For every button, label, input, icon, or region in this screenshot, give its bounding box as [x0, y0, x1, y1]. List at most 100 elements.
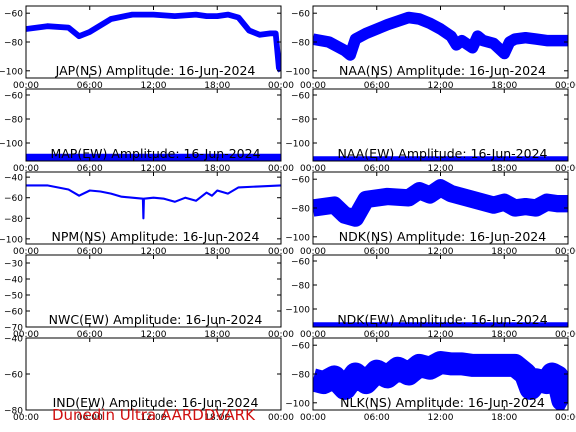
x-tick-label: 12:00 [428, 247, 454, 257]
x-tick-label: 06:00 [364, 413, 390, 423]
y-tick-label: −80 [291, 371, 310, 381]
x-tick-label: 12:00 [141, 247, 167, 257]
y-tick-label: −60 [291, 258, 310, 268]
y-tick-label: −80 [291, 282, 310, 292]
y-tick-label: −100 [285, 399, 310, 409]
panel-2: −100 −80 −60 00:00 06:00 12:00 18:00 00:00 NAA(N… [285, 5, 576, 91]
y-tick-label: −30 [4, 260, 23, 270]
panel-title: NAA(EW) Amplitude: 16-Jun-2024 [338, 146, 548, 161]
x-tick-label: 18:00 [491, 247, 517, 257]
y-tick-label: −60 [291, 10, 310, 20]
x-tick-label: 00:00 [268, 413, 294, 423]
series-line [26, 184, 281, 220]
x-tick-label: 00:00 [13, 413, 39, 423]
x-tick-label: 12:00 [428, 330, 454, 340]
y-tick-label: −100 [0, 67, 23, 77]
x-tick-label: 18:00 [204, 413, 230, 423]
x-tick-label: 00:00 [300, 247, 326, 257]
x-tick-label: 00:00 [268, 247, 294, 257]
x-tick-label: 00:00 [300, 81, 326, 91]
x-tick-label: 00:00 [13, 330, 39, 340]
x-tick-label: 12:00 [428, 164, 454, 174]
x-tick-label: 12:00 [141, 81, 167, 91]
x-tick-label: 00:00 [13, 164, 39, 174]
panel-5: −100 −80 −60 −40 00:00 06:00 12:00 18:00 00:00 NP… [0, 171, 294, 257]
y-tick-label: −60 [291, 92, 310, 102]
x-tick-label: 06:00 [77, 247, 103, 257]
x-tick-label: 00:00 [300, 413, 326, 423]
y-tick-label: −50 [4, 292, 23, 302]
x-tick-label: 12:00 [141, 164, 167, 174]
x-tick-label: 06:00 [364, 81, 390, 91]
panel-10: −100 −80 −60 00:00 06:00 12:00 18:00 00:00 NLK(N… [285, 337, 576, 423]
x-tick-label: 06:00 [77, 164, 103, 174]
panel-title: MAP(EW) Amplitude: 16-Jun-2024 [50, 146, 260, 161]
x-tick-label: 00:00 [300, 164, 326, 174]
panel-8: −100 −80 −60 00:00 06:00 12:00 18:00 00:00 NDK(E… [285, 254, 576, 340]
x-tick-label: 00:00 [268, 81, 294, 91]
x-tick-label: 18:00 [204, 81, 230, 91]
x-tick-label: 06:00 [77, 81, 103, 91]
panel-title: NPM(NS) Amplitude: 16-Jun-2024 [52, 229, 260, 244]
y-tick-label: −60 [291, 176, 310, 186]
y-tick-label: −40 [4, 276, 23, 286]
x-tick-label: 00:00 [555, 247, 576, 257]
y-tick-label: −100 [0, 235, 23, 245]
panel-title: IND(EW) Amplitude: 16-Jun-2024 [53, 395, 259, 410]
x-tick-label: 18:00 [491, 330, 517, 340]
panel-7: −70 −60 −50 −40 −30 00:00 06:00 12:00 18:00 00:00… [4, 254, 294, 340]
y-tick-label: −100 [285, 67, 310, 77]
x-tick-label: 18:00 [204, 164, 230, 174]
x-tick-label: 12:00 [428, 413, 454, 423]
x-tick-label: 00:00 [268, 330, 294, 340]
panel-9: −80 −60 −40 00:00 06:00 12:00 18:00 00:00 IND(EW… [4, 335, 294, 424]
panel-6: −100 −80 −60 00:00 06:00 12:00 18:00 00:00 NDK(N… [285, 171, 576, 257]
y-tick-label: −80 [4, 39, 23, 49]
series-line [313, 11, 568, 61]
x-tick-label: 12:00 [141, 413, 167, 423]
x-tick-label: 18:00 [491, 81, 517, 91]
series-line [313, 351, 568, 410]
y-tick-label: −80 [291, 205, 310, 215]
y-tick-label: −100 [0, 140, 23, 150]
panel-4: −100 −80 −60 00:00 06:00 12:00 18:00 00:00 NAA(E… [285, 88, 576, 174]
x-tick-label: 18:00 [491, 413, 517, 423]
y-tick-label: −60 [4, 371, 23, 381]
y-tick-label: −40 [4, 335, 23, 345]
x-tick-label: 18:00 [204, 330, 230, 340]
y-tick-label: −80 [291, 39, 310, 49]
y-tick-label: −40 [4, 174, 23, 184]
x-tick-label: 12:00 [141, 330, 167, 340]
x-tick-label: 00:00 [13, 247, 39, 257]
x-tick-label: 00:00 [300, 330, 326, 340]
panel-title: NLK(NS) Amplitude: 16-Jun-2024 [340, 395, 545, 410]
x-tick-label: 00:00 [268, 164, 294, 174]
y-tick-label: −100 [285, 140, 310, 150]
x-tick-label: 00:00 [555, 413, 576, 423]
y-tick-label: −60 [4, 10, 23, 20]
x-tick-label: 00:00 [555, 164, 576, 174]
x-tick-label: 00:00 [555, 81, 576, 91]
x-tick-label: 06:00 [364, 247, 390, 257]
y-tick-label: −80 [291, 116, 310, 126]
y-tick-label: −60 [4, 92, 23, 102]
panel-3: −100 −80 −60 00:00 06:00 12:00 18:00 00:00 MAP(E… [0, 88, 294, 174]
x-tick-label: 06:00 [77, 413, 103, 423]
series-line [313, 179, 568, 227]
series-line [26, 11, 281, 73]
y-tick-label: −80 [4, 407, 23, 417]
x-tick-label: 18:00 [491, 164, 517, 174]
panel-title: NDK(NS) Amplitude: 16-Jun-2024 [339, 229, 546, 244]
x-tick-label: 06:00 [364, 330, 390, 340]
x-tick-label: 18:00 [204, 247, 230, 257]
panel-title: JAP(NS) Amplitude: 16-Jun-2024 [55, 63, 256, 78]
footer-label: Dunedin Ultra AARDDVARK [52, 406, 255, 424]
x-tick-label: 06:00 [77, 330, 103, 340]
x-tick-label: 06:00 [364, 164, 390, 174]
panel-1: −100 −80 −60 00:00 06:00 12:00 18:00 00:00 JAP(N… [0, 5, 294, 91]
y-tick-label: −60 [4, 308, 23, 318]
x-tick-label: 00:00 [555, 330, 576, 340]
x-tick-label: 12:00 [428, 81, 454, 91]
y-tick-label: −70 [4, 324, 23, 334]
panel-title: NWC(EW) Amplitude: 16-Jun-2024 [49, 312, 263, 327]
